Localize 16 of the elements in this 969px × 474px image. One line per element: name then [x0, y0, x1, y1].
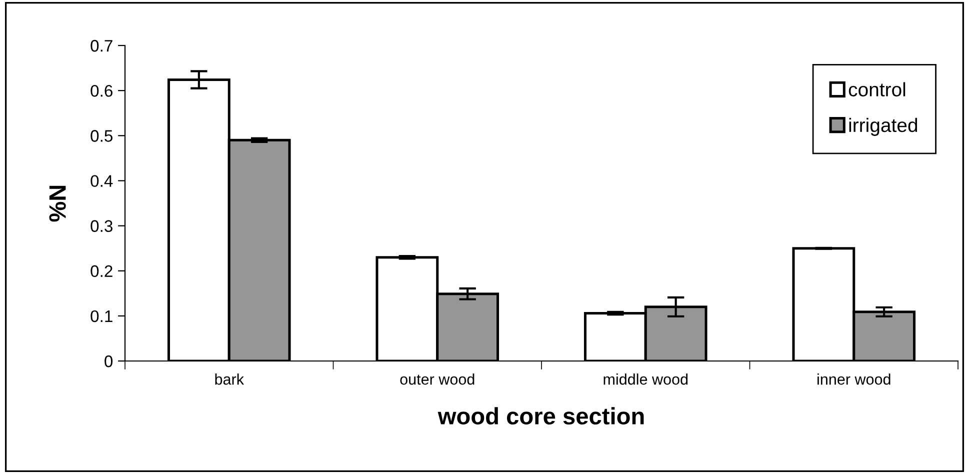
y-tick-label: 0.6 [90, 84, 112, 97]
x-axis-title: wood core section [438, 407, 644, 425]
y-tick-label: 0.5 [90, 130, 112, 142]
y-axis-title: %N [49, 186, 66, 222]
y-tick-label: 0.7 [90, 40, 112, 52]
x-tick-label: inner wood [818, 374, 890, 385]
y-tick-label: 0.2 [90, 265, 112, 278]
y-tick-label: 0 [104, 355, 113, 368]
y-tick-label: 0.1 [90, 310, 112, 322]
y-tick-label: 0.4 [90, 175, 113, 187]
x-tick-label: outer wood [400, 374, 474, 385]
x-tick-label: middle wood [604, 374, 688, 385]
legend-label: irrigated [849, 118, 918, 136]
x-tick-label: bark [215, 374, 244, 385]
legend-label: control [848, 82, 906, 96]
y-tick-label: 0.3 [90, 220, 112, 232]
